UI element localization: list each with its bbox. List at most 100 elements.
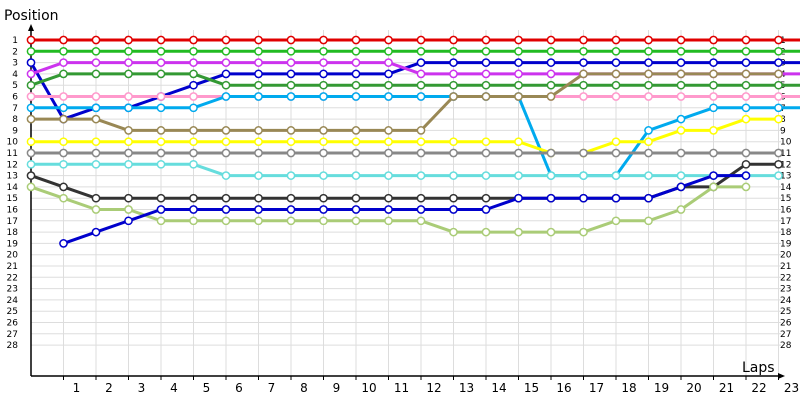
data-point bbox=[481, 35, 491, 45]
data-point bbox=[611, 137, 621, 147]
data-point bbox=[449, 205, 458, 214]
y-tick-label: 19 bbox=[7, 239, 19, 249]
x-axis-arrow bbox=[778, 373, 785, 379]
y-tick-label: 11 bbox=[7, 149, 18, 159]
y-axis-label: Position bbox=[4, 8, 59, 24]
y-tick-label-right: 27 bbox=[780, 330, 791, 340]
data-point bbox=[546, 193, 556, 203]
data-point bbox=[709, 103, 718, 113]
y-tick-label: 2 bbox=[12, 47, 18, 57]
data-point bbox=[709, 148, 718, 158]
series-13 bbox=[26, 182, 751, 237]
data-point bbox=[156, 103, 166, 113]
data-point bbox=[514, 92, 523, 101]
data-point bbox=[546, 69, 556, 79]
data-point bbox=[319, 46, 328, 56]
x-tick-label: 5 bbox=[203, 381, 211, 395]
data-point bbox=[449, 69, 458, 79]
data-point bbox=[514, 46, 523, 56]
series-line bbox=[31, 72, 779, 132]
data-point bbox=[644, 216, 653, 226]
data-point bbox=[221, 126, 231, 135]
data-point bbox=[286, 46, 296, 56]
data-point bbox=[221, 216, 231, 226]
data-point bbox=[384, 137, 393, 147]
y-tick-label: 4 bbox=[12, 70, 18, 80]
data-point bbox=[351, 205, 361, 214]
data-point bbox=[384, 171, 393, 180]
data-point bbox=[579, 171, 588, 180]
data-point bbox=[676, 171, 686, 180]
series-line bbox=[31, 117, 779, 155]
data-point bbox=[449, 46, 458, 56]
data-point bbox=[91, 148, 101, 158]
series-line bbox=[29, 61, 800, 121]
data-point bbox=[59, 137, 68, 147]
y-tick-label-right: 20 bbox=[780, 251, 792, 261]
data-point bbox=[221, 148, 231, 158]
x-tick-label: 8 bbox=[300, 381, 308, 395]
data-point bbox=[546, 80, 556, 90]
x-tick-label: 1 bbox=[73, 381, 81, 395]
data-point bbox=[579, 80, 588, 90]
data-point bbox=[774, 114, 783, 124]
data-point bbox=[156, 137, 166, 147]
data-point bbox=[579, 46, 588, 56]
data-point bbox=[254, 69, 263, 79]
data-point bbox=[741, 35, 751, 45]
y-tick-label: 7 bbox=[12, 104, 18, 114]
data-point bbox=[286, 148, 296, 158]
y-tick-label: 26 bbox=[7, 319, 19, 329]
data-point bbox=[481, 92, 491, 101]
data-point bbox=[26, 182, 36, 192]
y-tick-label: 18 bbox=[7, 228, 19, 238]
y-tick-label-right: 14 bbox=[780, 183, 792, 193]
grid bbox=[31, 30, 781, 376]
data-point bbox=[26, 159, 36, 169]
data-point bbox=[676, 148, 686, 158]
series-2 bbox=[26, 46, 800, 56]
data-point bbox=[319, 216, 328, 226]
data-point bbox=[384, 148, 393, 158]
data-point bbox=[709, 92, 718, 101]
data-point bbox=[546, 35, 556, 45]
data-point bbox=[351, 80, 361, 90]
y-tick-label-right: 28 bbox=[780, 341, 792, 351]
data-point bbox=[416, 69, 426, 79]
y-tick-label: 15 bbox=[7, 194, 18, 204]
data-point bbox=[416, 137, 426, 147]
data-point bbox=[59, 69, 68, 79]
data-point bbox=[449, 148, 458, 158]
data-point bbox=[189, 126, 198, 135]
y-tick-label-right: 25 bbox=[780, 307, 791, 317]
data-point bbox=[156, 216, 166, 226]
data-point bbox=[286, 69, 296, 79]
data-point bbox=[59, 182, 68, 192]
data-point bbox=[676, 46, 686, 56]
data-point bbox=[384, 35, 393, 45]
data-point bbox=[741, 46, 751, 56]
series-11 bbox=[26, 159, 783, 180]
data-point bbox=[514, 148, 523, 158]
data-point bbox=[709, 69, 718, 79]
data-point bbox=[91, 69, 101, 79]
data-point bbox=[286, 126, 296, 135]
data-point bbox=[676, 182, 686, 192]
data-point bbox=[449, 137, 458, 147]
data-point bbox=[416, 46, 426, 56]
y-tick-label-right: 13 bbox=[780, 172, 791, 182]
data-point bbox=[91, 193, 101, 203]
data-point bbox=[774, 159, 783, 169]
data-point bbox=[189, 159, 198, 169]
y-tick-label-right: 23 bbox=[780, 285, 791, 295]
data-point bbox=[514, 137, 523, 147]
data-point bbox=[416, 148, 426, 158]
series-layer bbox=[26, 35, 800, 248]
data-point bbox=[611, 69, 621, 79]
data-point bbox=[351, 92, 361, 101]
data-point bbox=[156, 159, 166, 169]
data-point bbox=[26, 35, 36, 45]
data-point bbox=[546, 46, 556, 56]
data-point bbox=[416, 193, 426, 203]
